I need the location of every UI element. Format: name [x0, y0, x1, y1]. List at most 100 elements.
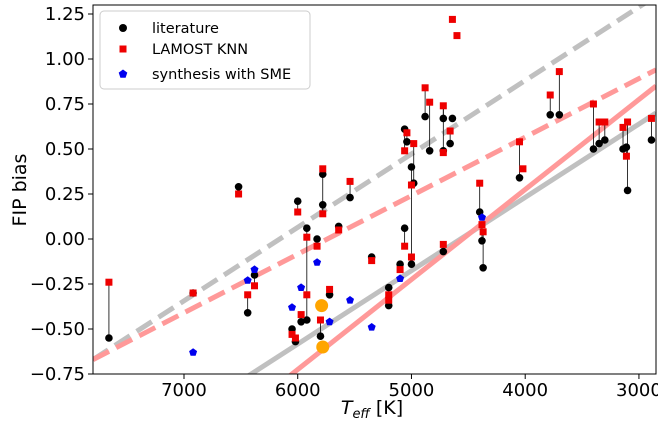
- literature-point: [407, 163, 416, 171]
- literature-point: [446, 139, 454, 148]
- lamost-point: [368, 257, 376, 265]
- lamost-point: [479, 228, 487, 236]
- lamost-point: [426, 98, 434, 106]
- lamost-point: [439, 102, 447, 110]
- legend-label-sme: synthesis with SME: [152, 67, 291, 83]
- sme-point: [297, 283, 306, 291]
- literature-point: [425, 147, 434, 155]
- y-tick-label: −0.25: [30, 274, 85, 295]
- lamost-point: [401, 147, 409, 155]
- lamost-point: [601, 118, 609, 126]
- literature-point: [250, 271, 259, 279]
- literature-point: [403, 138, 411, 146]
- legend: literature LAMOST KNN synthesis with SME: [99, 10, 311, 90]
- lamost-point: [516, 138, 524, 146]
- literature-point: [601, 136, 609, 144]
- lamost-point: [235, 190, 243, 198]
- lamost-point: [326, 285, 334, 293]
- lamost-point: [385, 291, 393, 299]
- lamost-point: [546, 91, 554, 99]
- lamost-point: [244, 291, 252, 299]
- literature-point: [407, 260, 416, 269]
- literature-point: [234, 183, 243, 191]
- lamost-point: [410, 140, 418, 148]
- lamost-point: [401, 242, 409, 250]
- lamost-point: [385, 296, 393, 304]
- lamost-point: [589, 100, 597, 108]
- fit-lines: [93, 5, 656, 374]
- lamost-point: [297, 311, 305, 319]
- y-tick-label: 1.25: [45, 4, 85, 25]
- lamost-point: [313, 242, 321, 250]
- x-axis-ticks: 7000 6000 5000 4000 3000: [161, 374, 658, 401]
- legend-label-lamost: LAMOST KNN: [152, 42, 248, 58]
- literature-point: [313, 235, 321, 243]
- lamost-point: [624, 118, 632, 126]
- fit-line-4: [288, 84, 656, 374]
- lamost-point: [251, 282, 259, 290]
- lamost-point: [288, 330, 296, 338]
- lamost-point: [446, 127, 454, 135]
- literature-point: [555, 111, 564, 119]
- x-tick-label: 5000: [389, 380, 435, 401]
- literature-point: [478, 237, 486, 245]
- sme-point: [478, 213, 486, 221]
- lamost-point: [403, 129, 411, 137]
- literature-point: [623, 186, 632, 195]
- sme-point: [288, 303, 296, 311]
- lamost-point: [439, 240, 447, 248]
- lamost-point: [407, 181, 415, 189]
- literature-point: [105, 334, 113, 342]
- sme-point: [396, 274, 405, 282]
- lamost-point: [478, 221, 486, 229]
- lamost-point: [294, 208, 302, 216]
- literature-point: [318, 201, 327, 209]
- y-tick-label: −0.50: [30, 319, 85, 340]
- literature-point: [647, 136, 656, 144]
- sme-point: [243, 276, 252, 284]
- lamost-point: [595, 118, 603, 126]
- lamost-point: [303, 291, 311, 299]
- sme-point: [313, 258, 322, 266]
- literature-point: [400, 224, 409, 232]
- literature-point: [439, 114, 448, 123]
- x-tick-label: 3000: [616, 380, 658, 401]
- lamost-point: [105, 278, 113, 286]
- x-tick-label: 7000: [161, 380, 207, 401]
- literature-point: [243, 309, 252, 317]
- x-axis-label: Teff [K]: [341, 397, 403, 421]
- lamost-point: [396, 266, 404, 274]
- y-tick-label: 1.00: [45, 49, 85, 70]
- literature-point: [589, 145, 598, 153]
- plot-frame: [92, 4, 657, 375]
- y-axis-ticks: −0.75 −0.50 −0.25 0.00 0.25 0.50 0.75 1.00 1.25: [30, 4, 93, 385]
- fit-line-1: [93, 5, 647, 362]
- legend-marker-lamost: [119, 45, 127, 53]
- literature-point: [595, 139, 603, 148]
- literature-point: [546, 111, 555, 119]
- lamost-point: [448, 15, 456, 23]
- fit-line-2: [93, 67, 656, 362]
- lamost-point: [622, 152, 630, 160]
- y-tick-label: 0.50: [45, 139, 85, 160]
- lamost-point: [189, 289, 197, 297]
- literature-point: [316, 332, 325, 341]
- y-tick-label: 0.00: [45, 229, 85, 250]
- literature-point: [439, 247, 448, 256]
- x-tick-label: 6000: [275, 380, 321, 401]
- lamost-point: [407, 253, 415, 261]
- literature-point: [346, 193, 354, 202]
- literature-point: [421, 112, 429, 121]
- literature-point: [515, 174, 524, 182]
- lamost-point: [319, 165, 327, 173]
- literature-point: [303, 316, 311, 324]
- data-markers: [105, 15, 656, 356]
- lamost-point: [303, 233, 311, 241]
- lamost-point: [316, 316, 324, 324]
- highlight-point: [316, 340, 330, 354]
- legend-label-literature: literature: [152, 21, 219, 37]
- literature-point: [384, 283, 393, 292]
- lamost-point: [421, 84, 429, 92]
- lamost-point: [647, 114, 655, 122]
